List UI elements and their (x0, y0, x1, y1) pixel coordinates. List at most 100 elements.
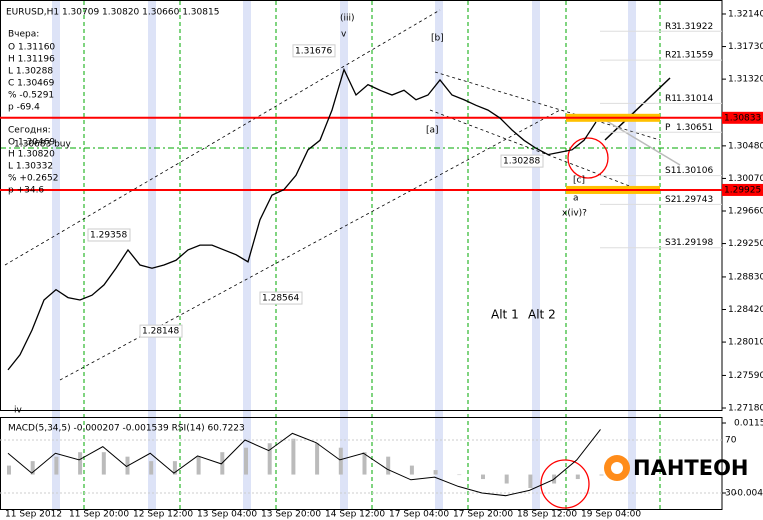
main-frame (0, 0, 723, 411)
pivot-value: 1.30651 (676, 123, 713, 133)
macd-bar (457, 474, 462, 476)
rsi-line (7, 429, 601, 497)
level-label: 1.29925 (724, 185, 761, 195)
y-tick-label: 1.28420 (728, 305, 763, 315)
macd-bar (244, 447, 248, 475)
macd-bar (409, 465, 414, 475)
macd-bar (528, 474, 533, 488)
trend-channels (4, 9, 661, 381)
price-mark-box (139, 324, 183, 338)
macd-tick-label: 0.011522 (734, 419, 763, 429)
day-separators (83, 1, 661, 509)
pivot-name: P (665, 123, 671, 133)
wave-label: [c] (573, 176, 585, 186)
y-tick-label: 1.31320 (728, 75, 763, 85)
x-tick-label: 13 Sep 20:00 (261, 510, 321, 520)
info-text: H 1.31196 (8, 55, 55, 65)
channel (59, 109, 561, 381)
rsi-tick-label: 70 (725, 436, 737, 446)
x-tick-label: 11 Sep 20:00 (69, 510, 129, 520)
x-tick-label: 17 Sep 20:00 (453, 510, 513, 520)
level-box (722, 183, 763, 196)
session-bands (52, 1, 636, 509)
y-tick-label: 1.31730 (728, 42, 763, 52)
x-tick-label: 18 Sep 12:00 (517, 510, 577, 520)
channel (429, 109, 641, 191)
wave-label: [b] (431, 34, 444, 44)
pivot-name: S1 (665, 166, 676, 176)
macd-bar (172, 461, 177, 475)
info-text: L 1.30288 (8, 67, 53, 77)
macd-bar (599, 474, 604, 476)
macd-bar (78, 452, 83, 475)
y-tick-label: 1.28010 (728, 338, 763, 348)
macd-bar (481, 474, 485, 480)
info-text: Вчера: (8, 30, 39, 40)
macd-bar (30, 461, 35, 475)
wave-label: Alt 2 (528, 308, 556, 322)
price-mark-label: 1.29358 (90, 230, 127, 240)
logo-icon (611, 462, 623, 474)
macd-bar (362, 452, 367, 475)
macd-bar (386, 456, 391, 475)
band (435, 1, 443, 509)
band (628, 1, 636, 509)
macd-bar (315, 443, 320, 475)
macd-tick-label: -0.00412 (734, 489, 763, 499)
macd-bar (7, 465, 11, 475)
macd-bar (433, 470, 438, 475)
info-text: % -0.5291 (8, 91, 54, 101)
highlight-circle (567, 137, 609, 179)
price-mark-box (500, 154, 544, 168)
band (148, 1, 156, 509)
y-tick-label: 1.27180 (728, 404, 763, 414)
band (340, 1, 348, 509)
level-box (722, 111, 763, 124)
y-tick-label: 1.27590 (728, 371, 763, 381)
info-text: L 1.30332 (8, 162, 53, 172)
sub-frame (0, 417, 723, 510)
forecast-arrow (604, 77, 671, 141)
price-mark-label: 1.30288 (503, 157, 540, 167)
price-mark-label: 1.28148 (142, 327, 179, 337)
macd-bar (149, 461, 154, 475)
pivot-name: S2 (665, 195, 676, 205)
pivot-value: 1.31014 (676, 94, 713, 104)
y-tick-label: 1.32140 (728, 9, 763, 19)
info-text: H 1.30820 (8, 150, 55, 160)
price-line (7, 67, 597, 371)
macd-bar (504, 474, 509, 484)
pivot-name: R2 (665, 51, 677, 61)
macd-bar (101, 452, 106, 475)
info-text: % +0.2652 (8, 174, 58, 184)
wave-label: iv (14, 406, 23, 416)
x-tick-label: 11 Sep 2012 (5, 510, 62, 520)
pivot-value: 1.29198 (676, 238, 713, 248)
y-tick-label: 1.29660 (728, 206, 763, 216)
macd-bar (267, 443, 272, 475)
price-mark-box (87, 228, 131, 242)
level-label: 1.30833 (724, 113, 761, 123)
macd-bar (575, 474, 580, 480)
info-text: p +34.6 (8, 186, 44, 196)
x-tick-label: 17 Sep 04:00 (389, 510, 449, 520)
rsi-tick-label: 30 (725, 489, 737, 499)
macd-bar (196, 456, 201, 475)
pivot-name: R3 (665, 22, 677, 32)
pivot-value: 1.31922 (676, 22, 713, 32)
pivot-name: R1 (665, 94, 677, 104)
pivot-value: 1.30106 (676, 166, 713, 176)
band (243, 1, 251, 509)
y-tick-label: 1.29250 (728, 239, 763, 249)
price-mark-label: 1.28564 (262, 294, 299, 304)
band (52, 1, 60, 509)
wave-label: Alt 1 (491, 308, 519, 322)
x-tick-label: 14 Sep 12:00 (325, 510, 385, 520)
x-tick-label: 13 Sep 04:00 (197, 510, 257, 520)
macd-bar (338, 447, 343, 475)
info-text: p -69.4 (8, 103, 40, 113)
wave-label: v (341, 30, 347, 40)
price-mark-box (259, 291, 303, 305)
y-tick-label: 1.30070 (728, 174, 763, 184)
